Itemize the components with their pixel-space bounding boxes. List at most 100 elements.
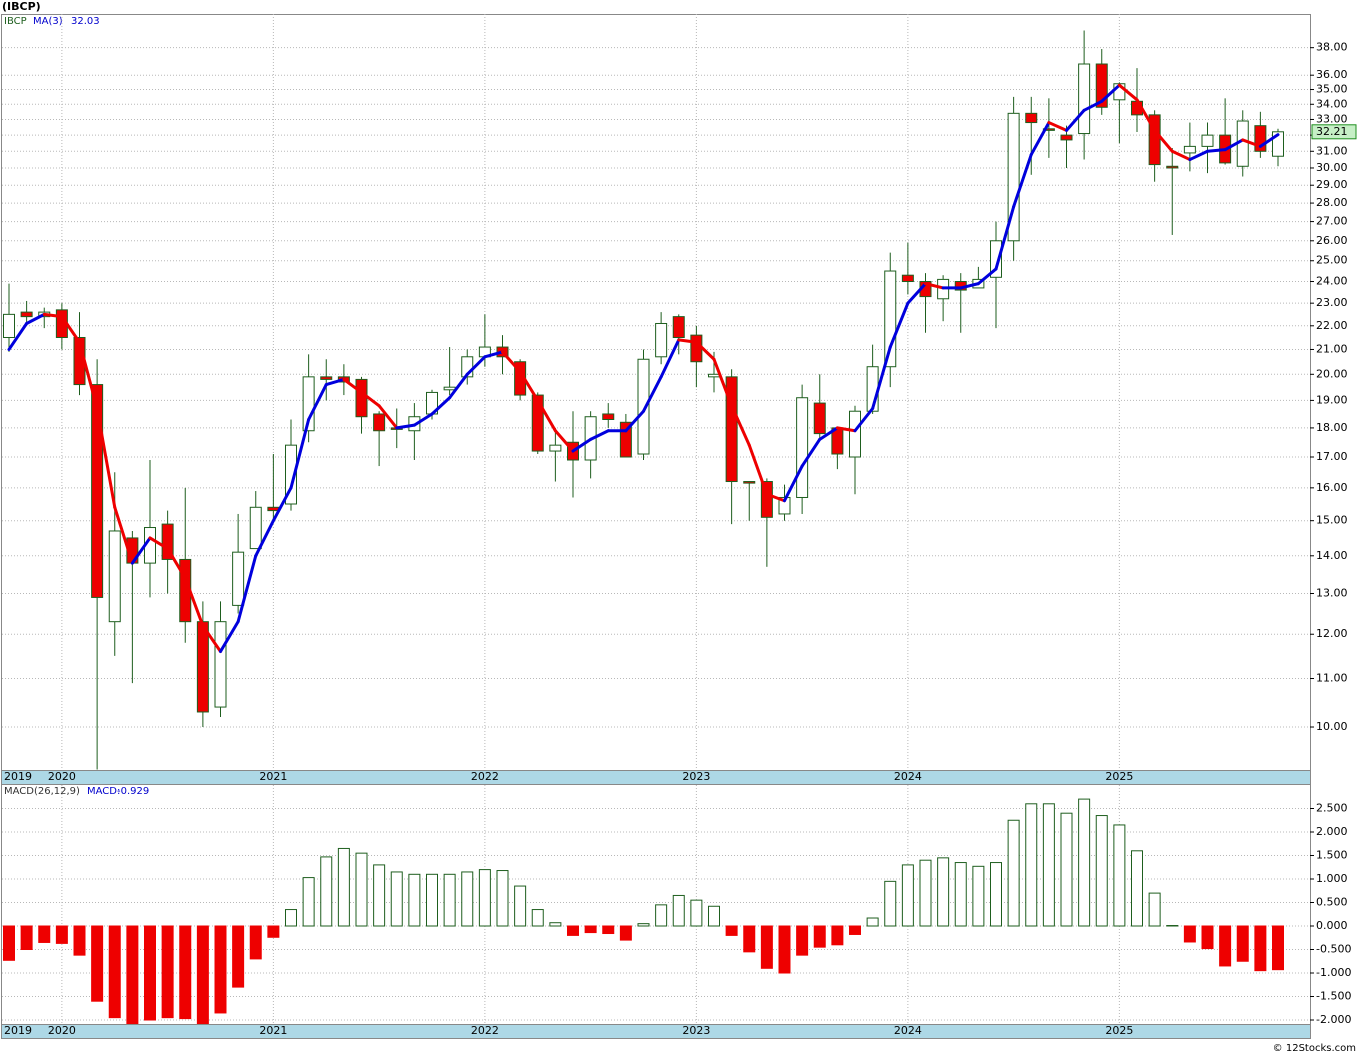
macd-bar xyxy=(20,925,33,951)
y-tick-label: -1.500 xyxy=(1316,990,1351,1003)
candle-body xyxy=(1272,131,1284,157)
ma-segment xyxy=(800,437,822,468)
macd-bar xyxy=(760,925,773,969)
macd-bar xyxy=(584,925,597,934)
ma-segment xyxy=(888,301,910,349)
ma-segment xyxy=(448,372,469,400)
ma-segment xyxy=(430,396,452,416)
ma-segment xyxy=(853,406,875,433)
y-tick-label: 23.00 xyxy=(1316,296,1348,309)
ma-segment xyxy=(25,312,46,325)
macd-bar xyxy=(549,922,562,927)
y-tick-label: 36.00 xyxy=(1316,68,1348,81)
ma-segment xyxy=(624,409,645,433)
macd-bar xyxy=(919,859,932,927)
macd-bar xyxy=(1148,892,1161,927)
chart-title: (IBCP) xyxy=(2,0,41,13)
ma-segment xyxy=(677,338,698,344)
macd-bar xyxy=(161,925,174,1019)
ma-segment xyxy=(342,377,363,394)
candle-body xyxy=(1078,63,1091,135)
ma-segment xyxy=(360,390,381,408)
y-tick-label: 17.00 xyxy=(1316,450,1348,463)
y-tick-label: -1.000 xyxy=(1316,966,1351,979)
y-tick-label: 11.00 xyxy=(1316,672,1348,685)
macd-bar xyxy=(954,862,967,927)
x-tick-label: 2021 xyxy=(259,770,287,783)
candle-body xyxy=(320,376,333,380)
ma-segment xyxy=(201,624,222,653)
y-tick-label: 21.00 xyxy=(1316,342,1348,355)
x-tick-label: 2023 xyxy=(682,1024,710,1037)
candle-body xyxy=(249,506,262,550)
ma-segment xyxy=(254,519,275,558)
macd-bar xyxy=(866,917,879,927)
macd-bar xyxy=(778,925,791,974)
macd-bar xyxy=(531,909,544,927)
macd-bar xyxy=(373,864,386,927)
y-tick-label: 0.000 xyxy=(1316,919,1348,932)
candle-body xyxy=(1148,114,1161,166)
ma-segment xyxy=(642,375,663,413)
macd-bar xyxy=(443,873,456,927)
candle-body xyxy=(901,274,914,283)
candle-body xyxy=(214,621,227,708)
macd-bar xyxy=(196,925,209,1024)
ma-segment xyxy=(219,620,240,653)
ma-segment xyxy=(412,412,434,427)
y-tick-label: 20.00 xyxy=(1316,367,1348,380)
macd-bar xyxy=(408,873,421,927)
ma-segment xyxy=(395,423,416,430)
candle-body xyxy=(373,413,386,432)
y-tick-label: 2.500 xyxy=(1316,802,1348,815)
macd-bar xyxy=(214,925,227,1014)
macd-bar xyxy=(232,925,245,988)
ma-segment xyxy=(307,383,328,421)
macd-bar xyxy=(990,862,1002,927)
x-tick-label: 2022 xyxy=(471,1024,499,1037)
macd-bar xyxy=(1183,925,1196,943)
macd-bar xyxy=(884,880,897,927)
macd-bar xyxy=(337,847,350,927)
candle-body xyxy=(91,384,104,598)
macd-bar xyxy=(55,925,68,944)
ma-segment xyxy=(130,536,152,565)
candle-body xyxy=(1254,125,1267,152)
x-tick-label: 2022 xyxy=(471,770,499,783)
candle-body xyxy=(990,240,1002,278)
y-tick-label: 18.00 xyxy=(1316,421,1348,434)
macd-bar xyxy=(3,925,15,961)
ma-segment xyxy=(835,426,857,433)
y-tick-label: 2.000 xyxy=(1316,825,1348,838)
y-tick-label: 19.00 xyxy=(1316,393,1348,406)
last-price-label: 32.21 xyxy=(1316,125,1348,138)
ma-segment xyxy=(324,377,346,387)
macd-bar xyxy=(496,870,509,927)
y-tick-label: 22.00 xyxy=(1316,319,1348,332)
y-tick-label: 30.00 xyxy=(1316,161,1348,174)
macd-bar xyxy=(725,925,738,936)
candle-body xyxy=(690,334,703,363)
macd-bar xyxy=(1272,925,1284,971)
ma-segment xyxy=(1241,138,1262,148)
ma-segment xyxy=(271,486,293,523)
ma-segment xyxy=(712,357,734,408)
y-tick-label: 1.500 xyxy=(1316,849,1348,862)
macd-bar xyxy=(108,925,121,1019)
y-tick-label: -2.000 xyxy=(1316,1013,1351,1026)
ma-segment xyxy=(1029,121,1051,157)
ma-segment xyxy=(113,505,134,565)
ma-segment xyxy=(501,350,522,374)
macd-bar xyxy=(249,925,262,960)
ma-segment xyxy=(42,312,64,319)
macd-bar xyxy=(1236,925,1249,962)
y-tick-label: 35.00 xyxy=(1316,83,1348,96)
legend-entry: IBCP xyxy=(4,16,27,27)
macd-bar xyxy=(1113,824,1126,927)
x-tick-label: 2019 xyxy=(4,1024,32,1037)
macd-bar xyxy=(567,925,579,936)
y-tick-label: 38.00 xyxy=(1316,41,1348,54)
candle-body xyxy=(1166,165,1179,169)
y-tick-label: 14.00 xyxy=(1316,549,1348,562)
y-tick-label: 13.00 xyxy=(1316,587,1348,600)
